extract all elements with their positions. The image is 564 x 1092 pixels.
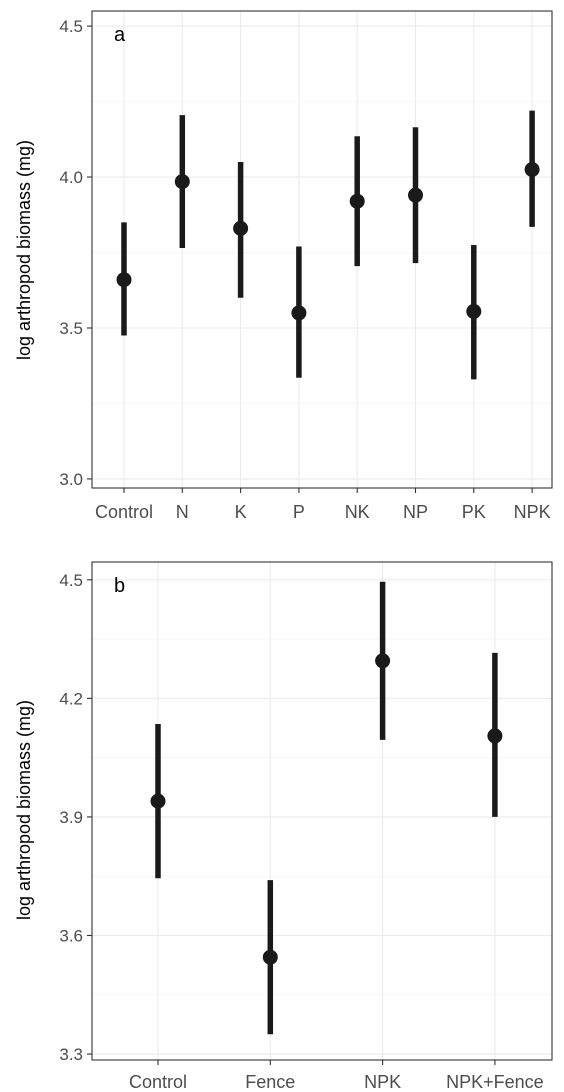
plot-background	[92, 562, 552, 1060]
x-tick-label: NPK+Fence	[446, 1072, 544, 1092]
data-point-pk	[466, 303, 482, 319]
panel-tag-label: b	[114, 575, 125, 597]
data-point-npk-fence	[487, 728, 503, 744]
x-tick-label: NK	[345, 502, 370, 522]
x-tick-label: Fence	[245, 1072, 295, 1092]
plot-background	[92, 11, 552, 488]
panel-border	[91, 10, 553, 489]
panel-tag-label: a	[114, 24, 126, 46]
x-tick-label: NPK	[514, 502, 551, 522]
x-tick-label: NPK	[364, 1072, 401, 1092]
y-axis-title: log arthropod biomass (mg)	[14, 140, 34, 360]
y-axis-title: log arthropod biomass (mg)	[14, 700, 34, 920]
y-tick-label: 3.0	[59, 470, 83, 489]
data-point-npk	[524, 161, 540, 177]
x-tick-label: Control	[95, 502, 153, 522]
y-tick-label: 3.6	[59, 927, 83, 946]
data-point-control	[150, 793, 166, 809]
y-tick-label: 4.0	[59, 168, 83, 187]
x-tick-label: P	[293, 502, 305, 522]
chart-panel-b: 3.3 3.6 3.9 4.2 4.5 Control Fence NPK NPK+Fence l…	[14, 561, 553, 1092]
data-point-nk	[349, 193, 365, 209]
y-tick-label: 4.5	[59, 571, 83, 590]
x-tick-label: NP	[403, 502, 428, 522]
data-point-k	[233, 220, 249, 236]
x-tick-label: Control	[129, 1072, 187, 1092]
data-point-n	[174, 174, 190, 190]
y-tick-label: 3.3	[59, 1045, 83, 1064]
data-point-npk	[375, 653, 391, 669]
panel-border	[91, 561, 553, 1061]
y-tick-label: 4.2	[59, 689, 83, 708]
y-tick-label: 3.5	[59, 319, 83, 338]
data-point-fence	[262, 949, 278, 965]
y-tick-label: 4.5	[59, 17, 83, 36]
y-tick-label: 3.9	[59, 808, 83, 827]
x-tick-label: K	[235, 502, 247, 522]
x-tick-label: PK	[462, 502, 486, 522]
x-tick-label: N	[176, 502, 189, 522]
data-point-p	[291, 305, 307, 321]
data-point-control	[116, 272, 132, 288]
data-point-np	[408, 187, 423, 203]
